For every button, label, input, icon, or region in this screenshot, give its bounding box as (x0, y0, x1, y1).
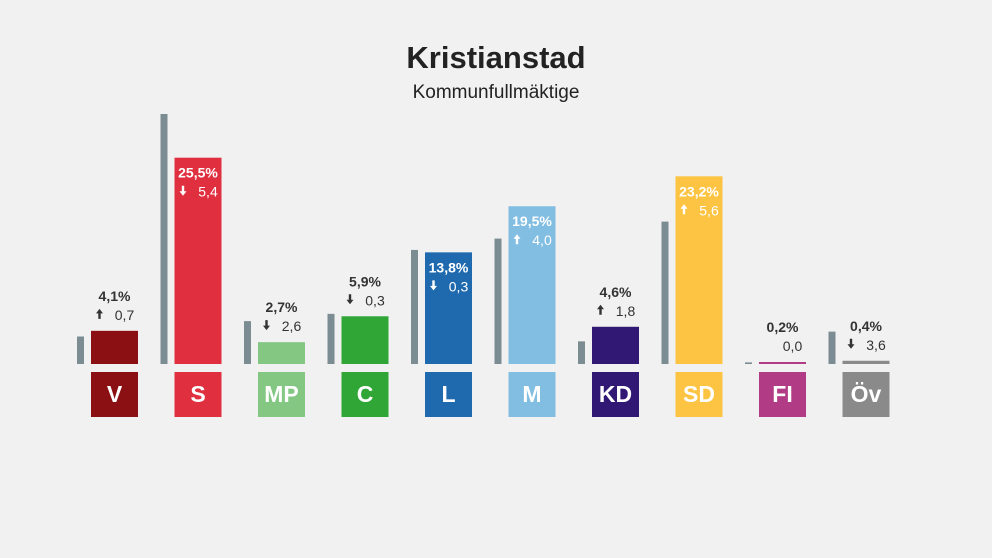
value-label-c: 5,9% (349, 273, 381, 289)
party-label-öv: Öv (851, 381, 882, 407)
value-label-kd: 4,6% (600, 284, 632, 300)
arrow-down-icon (346, 294, 354, 305)
party-box-mp (258, 372, 305, 417)
bar-öv (842, 360, 890, 364)
party-label-kd: KD (599, 381, 632, 407)
arrow-down-icon (430, 280, 437, 291)
bar-mp (258, 342, 305, 364)
arrow-down-icon (847, 338, 855, 349)
party-label-sd: SD (683, 381, 715, 407)
change-label-m: 4,0 (532, 232, 552, 248)
party-label-v: V (107, 381, 123, 407)
arrow-up-icon (680, 204, 688, 215)
bar-kd (592, 326, 639, 364)
previous-bar-sd (661, 221, 669, 364)
party-label-m: M (522, 381, 541, 407)
arrow-up-icon (96, 308, 103, 319)
change-label-v: 0,7 (115, 307, 135, 323)
bar-c (341, 316, 389, 364)
change-label-fi: 0,0 (783, 338, 803, 354)
party-box-v (91, 372, 138, 417)
party-box-c (341, 372, 389, 417)
change-label-s: 5,4 (198, 184, 218, 200)
change-label-mp: 2,6 (282, 318, 302, 334)
change-label-sd: 5,6 (699, 202, 719, 218)
party-label-mp: MP (264, 381, 299, 407)
previous-bar-m (494, 238, 502, 364)
previous-bar-mp (244, 321, 251, 364)
party-label-c: C (357, 381, 374, 407)
chart-subtitle: Kommunfullmäktige (412, 82, 580, 103)
party-box-m (508, 372, 556, 417)
previous-bar-kd (578, 341, 585, 364)
previous-bar-öv (828, 331, 836, 364)
arrow-up-icon (513, 234, 521, 245)
change-label-öv: 3,6 (866, 337, 886, 353)
party-box-l (425, 372, 472, 417)
party-box-kd (592, 372, 639, 417)
bar-v (91, 330, 138, 364)
party-box-s (174, 372, 222, 417)
party-label-s: S (190, 381, 205, 407)
value-label-mp: 2,7% (266, 299, 298, 315)
party-box-öv (842, 372, 890, 417)
value-label-l: 13,8% (429, 259, 469, 275)
change-label-c: 0,3 (365, 292, 385, 308)
value-label-fi: 0,2% (767, 319, 799, 335)
value-label-s: 25,5% (178, 165, 218, 181)
previous-bar-s (160, 114, 168, 364)
value-label-sd: 23,2% (679, 183, 719, 199)
arrow-down-icon (179, 185, 187, 196)
value-label-v: 4,1% (99, 288, 131, 304)
party-label-fi: FI (772, 381, 792, 407)
arrow-down-icon (263, 320, 270, 331)
change-label-kd: 1,8 (616, 303, 636, 319)
bar-l (425, 252, 472, 364)
previous-bar-l (411, 249, 418, 364)
previous-bar-v (77, 336, 84, 364)
value-label-öv: 0,4% (850, 318, 882, 334)
bar-fi (759, 362, 806, 364)
change-label-l: 0,3 (449, 278, 469, 294)
arrow-up-icon (597, 304, 604, 315)
previous-bar-c (327, 313, 335, 364)
bar-m (508, 206, 556, 364)
value-label-m: 19,5% (512, 213, 552, 229)
chart-title: Kristianstad (406, 40, 586, 75)
party-box-fi (759, 372, 806, 417)
party-label-l: L (441, 381, 455, 407)
party-box-sd (675, 372, 723, 417)
previous-bar-fi (745, 362, 752, 364)
